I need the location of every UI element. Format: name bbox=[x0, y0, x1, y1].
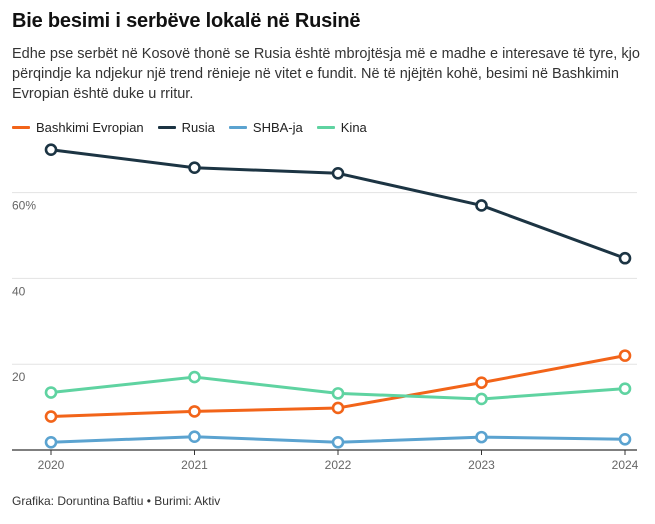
chart-title: Bie besimi i serbëve lokalë në Rusinë bbox=[12, 10, 361, 32]
point-kina-2021 bbox=[188, 370, 201, 384]
point-kina-2024 bbox=[618, 382, 632, 395]
legend-label-rusia: Rusia bbox=[181, 120, 215, 135]
point-bashkimi-evropian-2022 bbox=[331, 401, 345, 415]
legend-item-bashkimi-evropian: Bashkimi Evropian bbox=[12, 120, 144, 135]
legend-label-bashkimi-evropian: Bashkimi Evropian bbox=[36, 120, 144, 135]
x-tick-label-2023: 2023 bbox=[468, 458, 495, 472]
legend-label-kina: Kina bbox=[340, 120, 367, 135]
point-rusia-2023 bbox=[475, 199, 488, 212]
point-rusia-2024 bbox=[618, 251, 632, 265]
x-tick-label-2020: 2020 bbox=[38, 458, 65, 472]
y-tick-label-20: 20 bbox=[12, 370, 26, 384]
point-shba-ja-2022 bbox=[331, 435, 345, 449]
legend-swatch-shba-ja bbox=[228, 126, 247, 129]
legend-item-shba-ja: SHBA-ja bbox=[228, 120, 303, 135]
point-shba-ja-2024 bbox=[618, 432, 632, 446]
legend-label-shba-ja: SHBA-ja bbox=[252, 120, 303, 135]
point-rusia-2021 bbox=[188, 161, 201, 175]
x-tick-label-2021: 2021 bbox=[181, 458, 208, 472]
point-bashkimi-evropian-2024 bbox=[618, 349, 632, 362]
legend-item-rusia: Rusia bbox=[157, 120, 215, 135]
point-shba-ja-2020 bbox=[44, 435, 58, 449]
point-kina-2022 bbox=[331, 387, 345, 400]
point-bashkimi-evropian-2020 bbox=[44, 410, 58, 423]
legend-item-kina: Kina bbox=[316, 120, 367, 135]
point-shba-ja-2021 bbox=[188, 430, 201, 444]
point-kina-2023 bbox=[475, 392, 488, 406]
legend-swatch-bashkimi-evropian bbox=[12, 126, 30, 129]
point-bashkimi-evropian-2021 bbox=[188, 405, 201, 418]
y-tick-label-60: 60% bbox=[12, 199, 36, 213]
legend-swatch-rusia bbox=[157, 126, 176, 129]
y-tick-label-40: 40 bbox=[12, 284, 26, 298]
footer-credit: Grafika: Doruntina Baftiu • Burimi: Akti… bbox=[12, 494, 221, 508]
point-kina-2020 bbox=[44, 386, 58, 399]
legend: Bashkimi Evropian Rusia SHBA-ja Kina bbox=[12, 120, 381, 135]
point-rusia-2020 bbox=[44, 143, 58, 156]
legend-swatch-kina bbox=[316, 126, 335, 129]
x-tick-label-2022: 2022 bbox=[325, 458, 352, 472]
point-shba-ja-2023 bbox=[475, 430, 488, 444]
point-bashkimi-evropian-2023 bbox=[475, 376, 488, 389]
point-rusia-2022 bbox=[331, 166, 345, 180]
chart-subtitle: Edhe pse serbët në Kosovë thonë se Rusia… bbox=[12, 46, 640, 102]
series-line-rusia bbox=[49, 148, 627, 260]
x-tick-label-2024: 2024 bbox=[612, 458, 639, 472]
